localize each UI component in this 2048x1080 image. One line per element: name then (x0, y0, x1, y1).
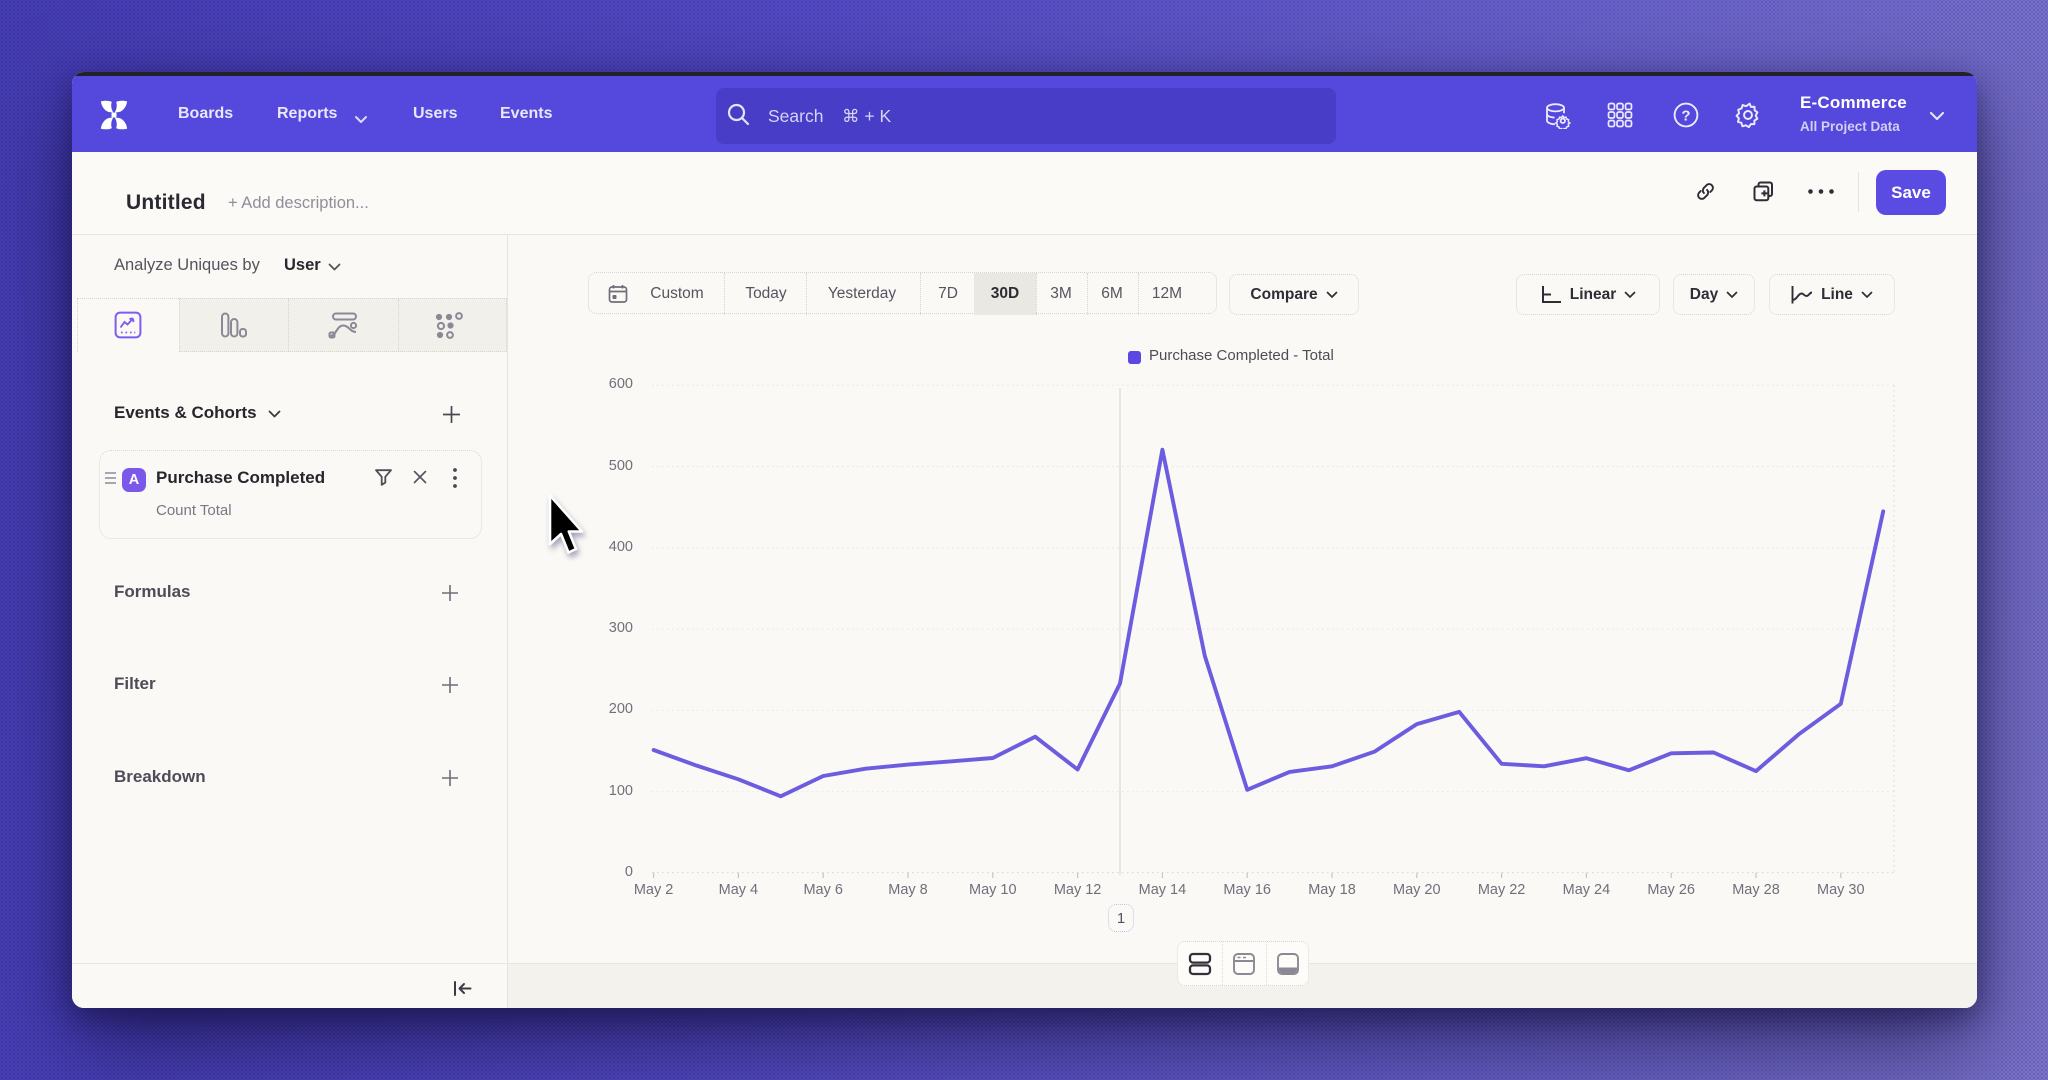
svg-text:?: ? (1681, 108, 1690, 125)
